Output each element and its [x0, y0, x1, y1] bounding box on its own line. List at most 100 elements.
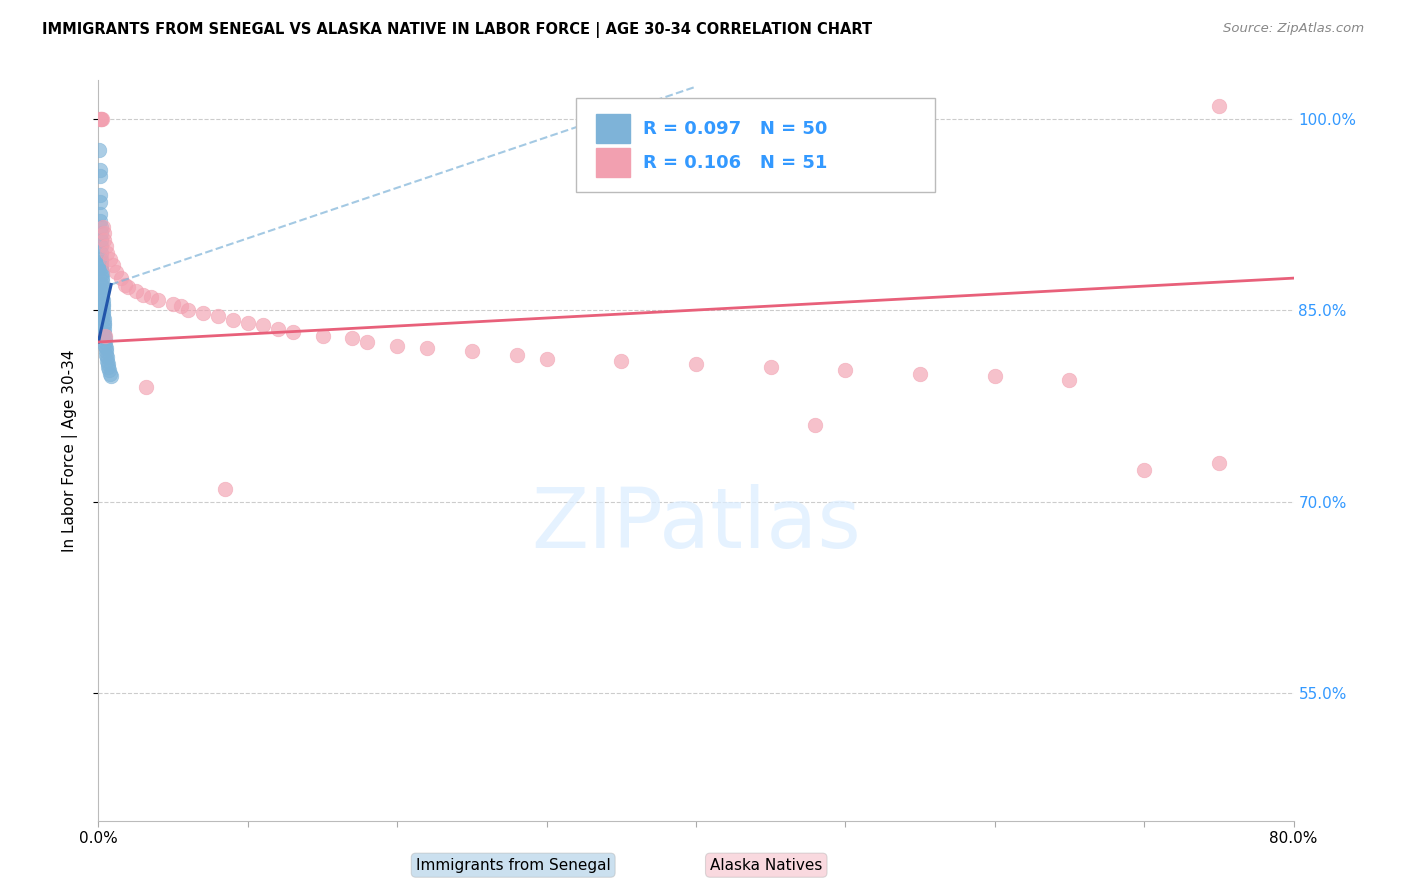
Point [91, 280, 114, 294]
Point [93, 227, 115, 241]
Point [90, 254, 112, 268]
Point [89, 162, 111, 177]
Point [356, 334, 378, 349]
Text: ZIPatlas: ZIPatlas [531, 484, 860, 565]
Point [93, 310, 115, 324]
Point [91, 293, 114, 307]
Point [281, 325, 304, 339]
Point [89, 112, 111, 126]
Point [94, 342, 117, 356]
Point [342, 331, 364, 345]
Point [93, 322, 115, 336]
Point [207, 310, 229, 324]
Point [103, 259, 125, 273]
Point [214, 482, 236, 496]
Point [139, 290, 162, 304]
Point [97, 357, 120, 371]
Point [89, 188, 111, 202]
Point [110, 271, 132, 285]
Point [94, 334, 117, 349]
Point [90, 271, 112, 285]
Point [610, 354, 633, 368]
Point [267, 322, 290, 336]
Point [96, 245, 118, 260]
Point [169, 299, 191, 313]
Point [100, 369, 122, 384]
Point [89, 169, 111, 183]
Point [94, 339, 117, 353]
Point [162, 296, 184, 310]
Point [91, 220, 114, 235]
Text: IMMIGRANTS FROM SENEGAL VS ALASKA NATIVE IN LABOR FORCE | AGE 30-34 CORRELATION : IMMIGRANTS FROM SENEGAL VS ALASKA NATIVE… [42, 22, 872, 38]
Point [1133, 462, 1156, 476]
Point [93, 331, 115, 345]
Point [90, 265, 112, 279]
Point [96, 348, 118, 362]
Point [91, 296, 114, 310]
Point [96, 354, 118, 368]
Point [222, 313, 245, 327]
Point [89, 213, 111, 227]
Point [685, 357, 707, 371]
Point [804, 417, 827, 432]
Point [96, 351, 118, 365]
Point [91, 299, 114, 313]
Point [148, 293, 170, 307]
Point [90, 268, 112, 282]
Y-axis label: In Labor Force | Age 30-34: In Labor Force | Age 30-34 [62, 349, 77, 552]
Point [91, 305, 114, 319]
Point [1208, 456, 1230, 470]
Point [506, 348, 529, 362]
Point [416, 342, 439, 356]
Point [177, 303, 200, 318]
Point [91, 303, 114, 318]
Point [191, 305, 214, 319]
Point [93, 316, 115, 330]
Point [236, 316, 259, 330]
Text: Immigrants from Senegal: Immigrants from Senegal [416, 858, 610, 872]
Point [93, 233, 115, 247]
Point [90, 112, 112, 126]
Point [93, 326, 115, 340]
Point [93, 328, 115, 343]
Point [90, 245, 112, 260]
Point [536, 351, 558, 366]
Point [759, 360, 782, 375]
Point [91, 286, 114, 301]
Point [105, 265, 128, 279]
Point [461, 343, 484, 358]
Point [90, 260, 112, 275]
Point [132, 287, 155, 301]
Point [97, 363, 120, 377]
Text: R = 0.097   N = 50: R = 0.097 N = 50 [643, 120, 827, 138]
Text: Alaska Natives: Alaska Natives [710, 858, 823, 872]
Text: Source: ZipAtlas.com: Source: ZipAtlas.com [1223, 22, 1364, 36]
Point [90, 233, 112, 247]
Point [125, 284, 148, 298]
Point [90, 227, 112, 241]
Point [93, 312, 115, 326]
Point [89, 220, 111, 235]
Point [94, 328, 117, 343]
Point [94, 343, 117, 358]
Point [252, 318, 274, 333]
Point [94, 239, 117, 253]
Text: R = 0.106   N = 51: R = 0.106 N = 51 [643, 154, 827, 172]
Point [91, 277, 114, 292]
Point [908, 367, 931, 381]
Point [97, 360, 120, 375]
Point [311, 328, 333, 343]
Point [89, 144, 111, 158]
Point [89, 194, 111, 209]
Point [91, 112, 114, 126]
Point [984, 369, 1007, 384]
Point [1059, 373, 1081, 387]
Point [385, 339, 409, 353]
Point [117, 280, 139, 294]
Point [90, 274, 112, 288]
Point [89, 207, 111, 221]
Point [98, 367, 122, 381]
Point [1208, 99, 1230, 113]
Point [98, 252, 122, 266]
Point [93, 318, 115, 333]
